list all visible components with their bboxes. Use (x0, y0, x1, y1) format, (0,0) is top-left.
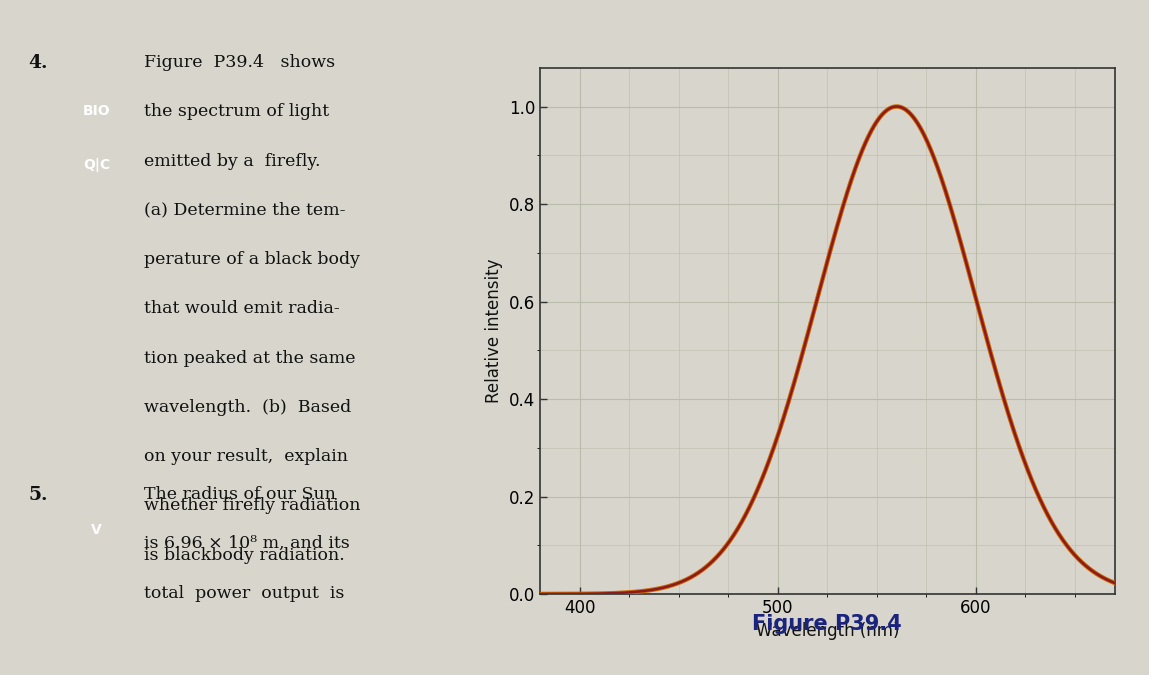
Text: total  power  output  is: total power output is (144, 585, 344, 601)
Text: 4.: 4. (29, 54, 48, 72)
Y-axis label: Relative intensity: Relative intensity (485, 259, 503, 403)
Text: Q|C: Q|C (83, 159, 110, 172)
Text: is blackbody radiation.: is blackbody radiation. (144, 547, 345, 564)
Text: the spectrum of light: the spectrum of light (144, 103, 329, 120)
X-axis label: Wavelength (nm): Wavelength (nm) (756, 622, 899, 641)
Text: BIO: BIO (83, 105, 110, 118)
Text: Figure  P39.4   shows: Figure P39.4 shows (144, 54, 334, 71)
Text: wavelength.  (b)  Based: wavelength. (b) Based (144, 399, 350, 416)
Text: perature of a black body: perature of a black body (144, 251, 360, 268)
Text: is 6.96 × 10⁸ m, and its: is 6.96 × 10⁸ m, and its (144, 535, 349, 552)
Text: tion peaked at the same: tion peaked at the same (144, 350, 355, 367)
Text: Figure P39.4: Figure P39.4 (753, 614, 902, 634)
Text: whether firefly radiation: whether firefly radiation (144, 497, 360, 514)
Text: on your result,  explain: on your result, explain (144, 448, 348, 465)
Text: V: V (91, 523, 102, 537)
Text: The radius of our Sun: The radius of our Sun (144, 486, 336, 503)
Text: 5.: 5. (29, 486, 48, 504)
Text: (a) Determine the tem-: (a) Determine the tem- (144, 202, 345, 219)
Text: emitted by a  firefly.: emitted by a firefly. (144, 153, 321, 169)
Text: that would emit radia-: that would emit radia- (144, 300, 339, 317)
